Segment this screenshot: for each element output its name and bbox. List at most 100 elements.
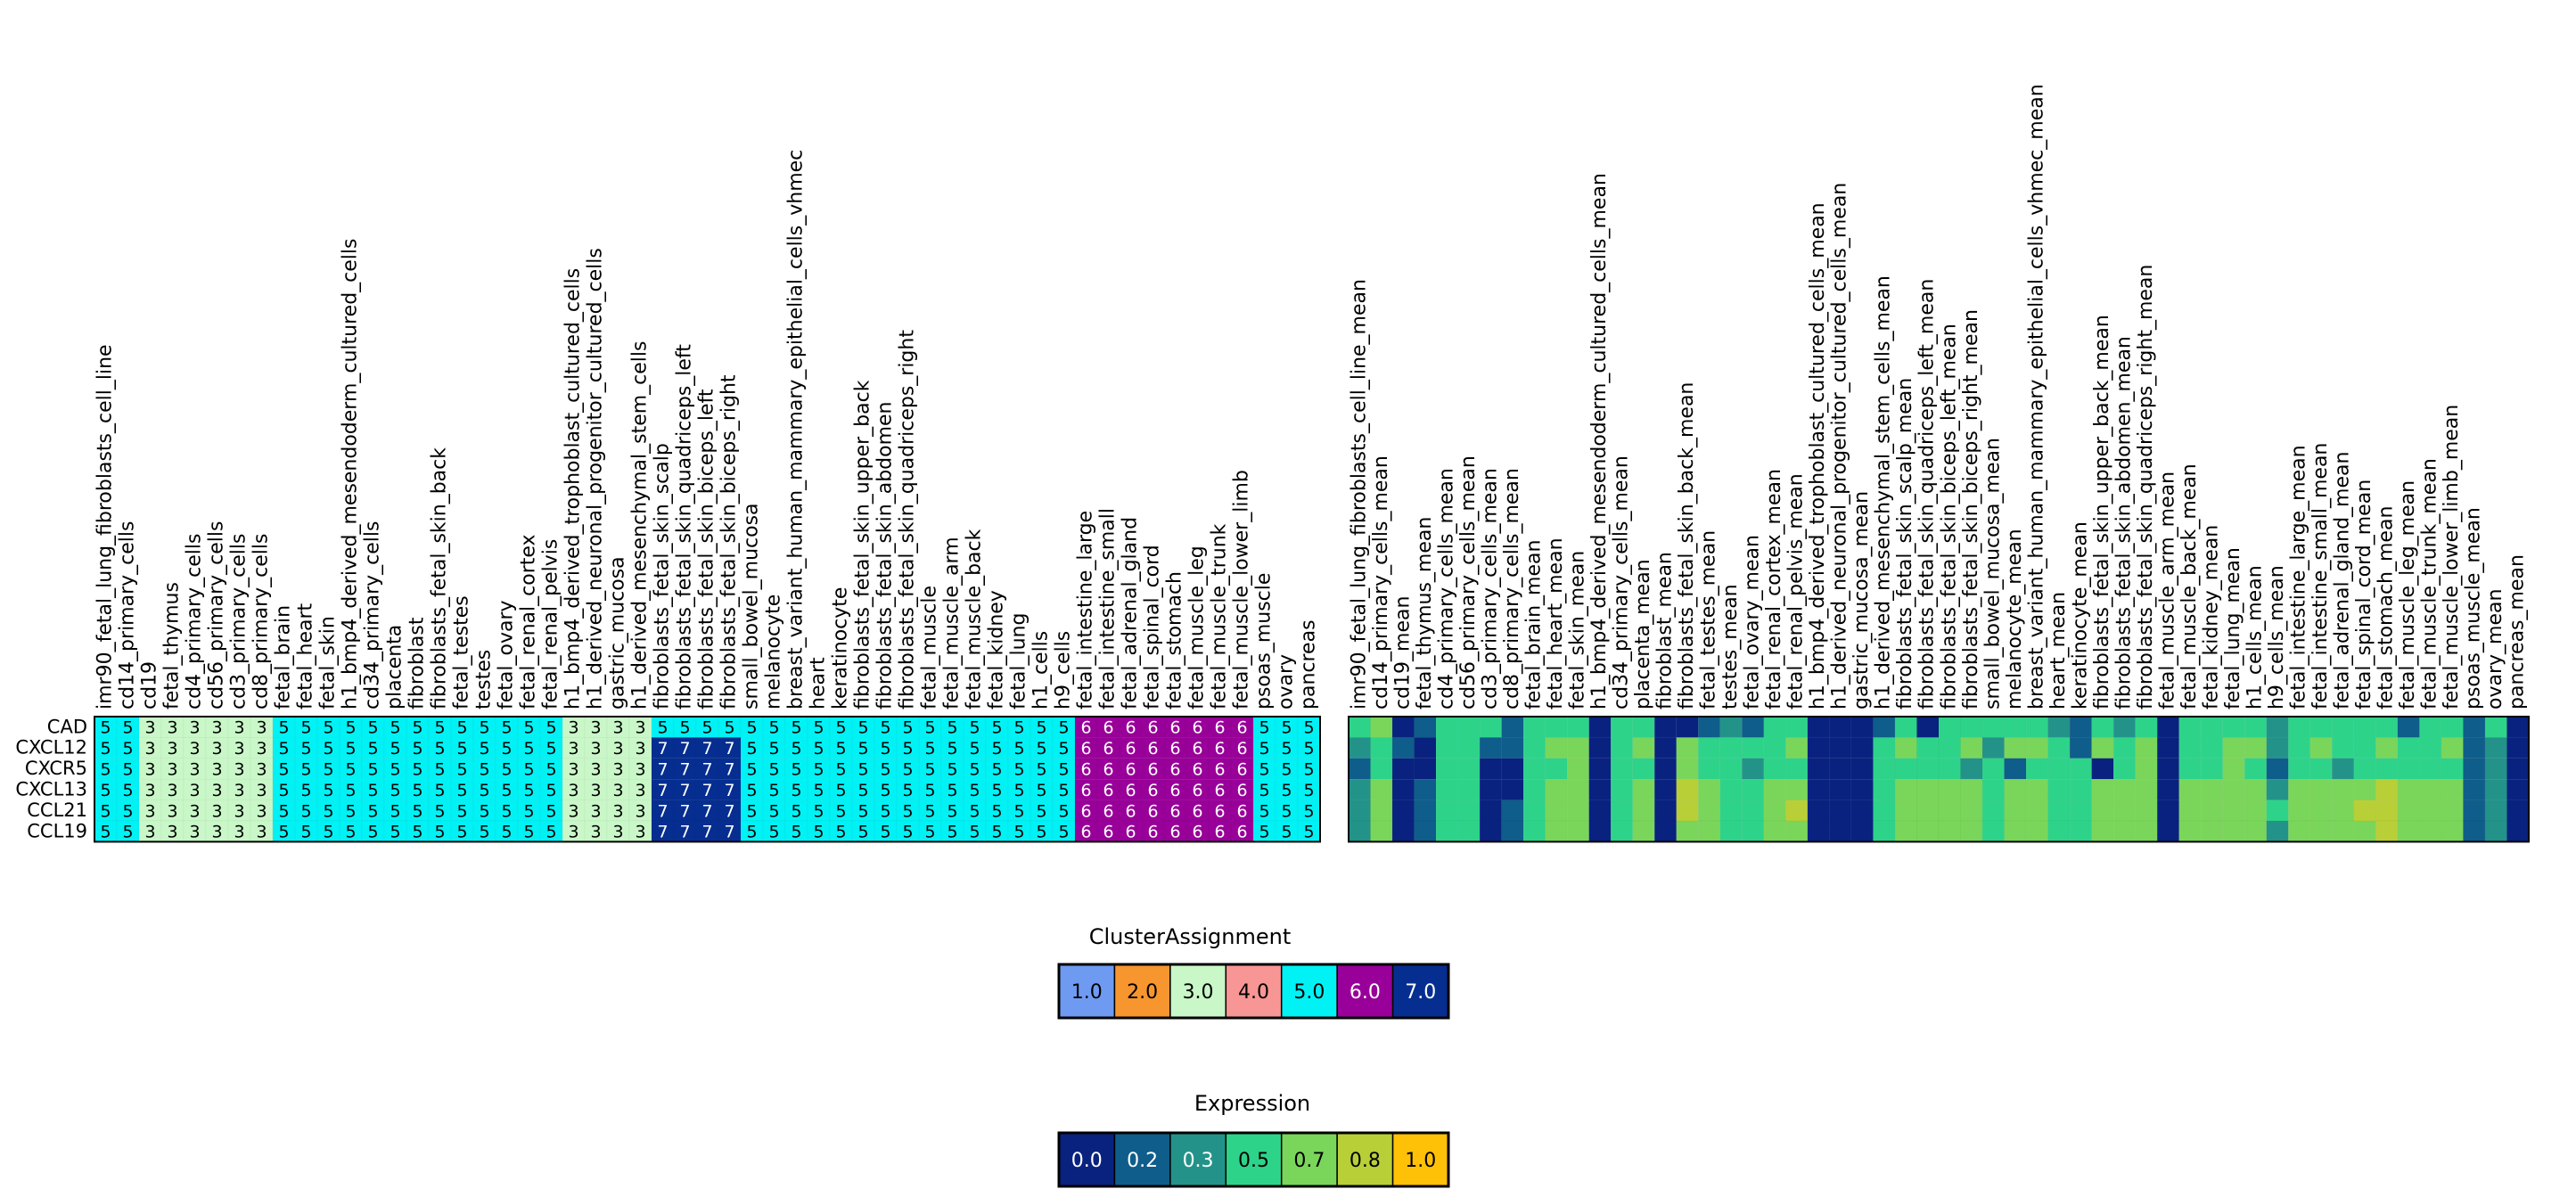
heatmap-cell <box>1414 820 1437 842</box>
cell-value-label: 5 <box>434 718 445 738</box>
heatmap-cell <box>1566 800 1589 822</box>
cell-value-label: 6 <box>1236 801 1247 821</box>
column-label: fetal_lung <box>1008 613 1030 709</box>
cell-value-label: 5 <box>546 760 556 780</box>
cell-value-label: 5 <box>323 801 333 821</box>
cell-value-label: 3 <box>211 823 222 842</box>
heatmap-cell <box>2091 716 2114 738</box>
cell-value-label: 5 <box>456 760 467 780</box>
cell-value-label: 5 <box>768 801 779 821</box>
cell-value-label: 3 <box>590 781 601 800</box>
column-label: fetal_stomach <box>1164 571 1186 709</box>
heatmap-cell <box>1391 800 1415 822</box>
heatmap-cell <box>1785 800 1809 822</box>
heatmap-cell <box>1479 820 1502 842</box>
heatmap-cell <box>1829 778 1852 800</box>
legend-label: 0.7 <box>1293 1150 1325 1172</box>
cell-value-label: 6 <box>1147 781 1158 800</box>
cell-value-label: 5 <box>300 760 311 780</box>
heatmap-cell <box>2112 758 2136 780</box>
heatmap-cell <box>2025 820 2048 842</box>
cell-value-label: 5 <box>880 760 890 780</box>
heatmap-cell <box>2112 716 2136 738</box>
cell-value-label: 5 <box>100 823 111 842</box>
cell-value-label: 6 <box>1125 760 1136 780</box>
heatmap-cell <box>1981 758 2005 780</box>
heatmap-cell <box>1522 778 1546 800</box>
heatmap-cell <box>1850 758 1874 780</box>
column-label: fibroblasts_fetal_skin_scalp_mean <box>1894 378 1916 709</box>
cell-value-label: 6 <box>1103 801 1113 821</box>
heatmap-cell <box>2266 737 2289 759</box>
cell-value-label: 6 <box>1192 739 1202 758</box>
heatmap-cell <box>2156 820 2179 842</box>
cell-value-label: 6 <box>1080 823 1091 842</box>
heatmap-cell <box>2288 800 2311 822</box>
heatmap-cell <box>1457 716 1481 738</box>
heatmap-cell <box>2419 716 2442 738</box>
column-label: cd3_primary_cells <box>228 534 250 709</box>
heatmap-cell <box>2484 737 2507 759</box>
cell-value-label: 5 <box>1281 718 1292 738</box>
cell-value-label: 5 <box>947 823 957 842</box>
column-label: cd8_primary_cells <box>250 534 273 709</box>
cell-value-label: 3 <box>635 823 645 842</box>
heatmap-cell <box>2178 800 2202 822</box>
cell-value-label: 5 <box>880 739 890 758</box>
heatmap-cell <box>1873 820 1896 842</box>
heatmap-cell <box>2266 758 2289 780</box>
cell-value-label: 5 <box>1259 739 1269 758</box>
heatmap-cell <box>1370 737 1393 759</box>
cell-value-label: 6 <box>1192 823 1202 842</box>
column-label: fetal_renal_pelvis <box>540 539 562 709</box>
heatmap-cell <box>1479 758 1502 780</box>
heatmap-cell <box>1479 737 1502 759</box>
heatmap-cell <box>2004 716 2027 738</box>
heatmap-cell <box>2266 800 2289 822</box>
cell-value-label: 5 <box>724 718 734 738</box>
cell-value-label: 3 <box>256 823 267 842</box>
cell-value-label: 3 <box>635 718 645 738</box>
heatmap-cell <box>2156 737 2179 759</box>
cell-value-label: 5 <box>1058 760 1069 780</box>
cell-value-label: 5 <box>367 760 378 780</box>
heatmap-cell <box>1763 778 1786 800</box>
heatmap-cell <box>1916 716 1940 738</box>
cell-value-label: 5 <box>1303 760 1314 780</box>
column-label: cd19_mean <box>1391 596 1414 709</box>
cell-value-label: 5 <box>857 781 868 800</box>
heatmap-cell <box>2419 737 2442 759</box>
column-label: heart_mean <box>2047 592 2070 709</box>
cell-value-label: 5 <box>947 801 957 821</box>
heatmap-cell <box>1414 778 1437 800</box>
heatmap-cell <box>1829 820 1852 842</box>
cell-value-label: 5 <box>857 823 868 842</box>
heatmap-cell <box>2091 820 2114 842</box>
heatmap-cell <box>1938 820 1961 842</box>
heatmap-cell <box>1479 716 1502 738</box>
column-label: fetal_testes_mean <box>1698 530 1720 709</box>
heatmap-cell <box>1894 778 1917 800</box>
heatmap-cell <box>1479 800 1502 822</box>
heatmap-cell <box>1873 778 1896 800</box>
cell-value-label: 5 <box>969 801 980 821</box>
legend-label: 0.2 <box>1127 1150 1158 1172</box>
heatmap-cell <box>1850 716 1874 738</box>
cell-value-label: 3 <box>568 739 578 758</box>
heatmap-cell <box>2463 716 2486 738</box>
heatmap-cell <box>1807 778 1830 800</box>
cell-value-label: 3 <box>189 801 200 821</box>
cell-value-label: 5 <box>835 823 846 842</box>
cell-value-label: 5 <box>390 801 400 821</box>
heatmap-cell <box>1348 778 1371 800</box>
cell-value-label: 5 <box>969 718 980 738</box>
heatmap-cell <box>1370 758 1393 780</box>
column-label: pancreas <box>1298 619 1320 709</box>
heatmap-cell <box>1435 716 1458 738</box>
heatmap-cell <box>1960 778 1983 800</box>
column-label: fetal_muscle_leg <box>1186 545 1209 709</box>
heatmap-cell <box>1435 737 1458 759</box>
cell-value-label: 3 <box>189 823 200 842</box>
heatmap-cell <box>2397 716 2420 738</box>
